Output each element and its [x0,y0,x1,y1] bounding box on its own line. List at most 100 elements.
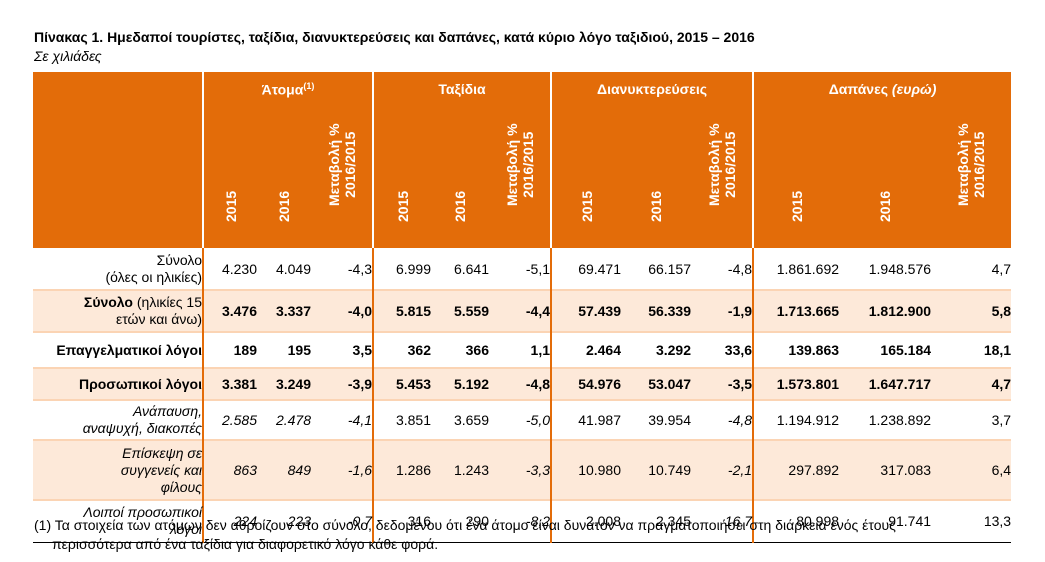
cell: 5.453 [372,367,431,400]
col-2015: 2015 [550,106,622,248]
cell: 2.008 [550,499,622,543]
cell: 1.286 [372,439,431,500]
group-trips: Ταξίδια [371,72,552,106]
footnote-line-1: (1) Τα στοιχεία των ατόμων δεν αθροίζουν… [34,517,896,533]
cell: 1.238.892 [839,399,932,440]
cell: 5.559 [431,289,489,332]
cell: -4,3 [347,260,372,277]
cell: 4,7 [991,260,1012,277]
cell: 6,4 [931,439,1012,500]
cell: 290 [431,499,489,543]
group-spend: Δαπάνες (ευρώ) [752,72,1012,106]
cell: -8,2 [489,499,552,543]
cell: 849 [257,439,311,500]
table-row: Λοιποί προσωπικοί λόγοι 224 223 -0,7 316 … [33,499,1012,543]
row-label: Σύνολο (όλες οι ηλικίες) [105,251,202,285]
cell: 1,1 [489,331,552,368]
cell: 6.999 [372,248,431,290]
cell: 3.381 [202,367,257,400]
row-label: Ανάπαυση, αναψυχή, διακοπές [33,399,203,440]
cell: 5,8 [931,289,1012,332]
cell: 195 [257,331,311,368]
cell: 139.863 [752,331,840,368]
table-subtitle: Σε χιλιάδες [34,48,102,64]
cell: 2.345 [621,499,692,543]
table-title: Πίνακας 1. Ημεδαποί τουρίστες, ταξίδια, … [34,29,755,45]
cell: 316 [372,499,431,543]
table-row: Σύνολο (ηλικίες 15 ετών και άνω) 3.476 3.… [33,289,1012,332]
cell: 362 [372,331,431,368]
cell: 54.976 [550,367,622,400]
cell: 10.980 [550,439,622,500]
col-change: Μεταβολή % 2016/2015 [325,123,358,206]
table-row: Επαγγελματικοί λόγοι 189 195 3,5 362 366… [33,331,1012,368]
group-nights: Διανυκτερεύσεις [550,72,754,106]
cell: 1.243 [431,439,489,500]
cell: -4,4 [489,289,552,332]
cell: -4,0 [311,289,373,332]
cell: 39.954 [621,399,692,440]
cell: -0,7 [311,499,373,543]
cell: 223 [257,499,311,543]
col-2016: 2016 [877,190,894,222]
cell: 1.861.692 [752,248,840,290]
cell: 2.464 [550,331,622,368]
col-2016: 2016 [648,190,665,222]
cell: 165.184 [839,331,932,368]
cell: 41.987 [550,399,622,440]
col-change: Μεταβολή % 2016/2015 [955,123,988,206]
cell: 4.049 [275,260,311,277]
footnote-marker: (1) [303,80,315,91]
cell: -3,5 [691,367,754,400]
col-2015: 2015 [752,106,840,248]
cell: 2.585 [202,399,257,440]
cell: 80.998 [752,499,840,543]
cell: 1.573.801 [752,367,840,400]
cell: 3.292 [621,331,692,368]
cell: -5,0 [489,399,552,440]
spend-unit: (ευρώ) [891,81,937,97]
cell: 1.194.912 [752,399,840,440]
footnote: (1) Τα στοιχεία των ατόμων δεν αθροίζουν… [34,516,1019,554]
group-header-row: Άτομα(1) Ταξίδια Διανυκτερεύσεις Δαπάνες… [33,72,1012,106]
row-label: Σύνολο (ηλικίες 15 ετών και άνω) [33,289,203,332]
cell: 13,3 [931,499,1012,543]
cell: -1,6 [311,439,373,500]
cell: 366 [431,331,489,368]
cell: -5,1 [525,260,551,277]
cell: 33,6 [691,331,754,368]
cell: 69.471 [550,248,622,290]
table-row: Προσωπικοί λόγοι 3.381 3.249 -3,9 5.453 … [33,367,1012,400]
header-corner [33,72,203,248]
cell: 3.476 [202,289,257,332]
cell: 6.641 [453,260,489,277]
cell: 3.851 [372,399,431,440]
table-row: Σύνολο (όλες οι ηλικίες) 4.230 4.049 -4,3… [33,248,1011,290]
cell: -4,1 [311,399,373,440]
cell: -4,8 [727,260,753,277]
cell: 91.741 [839,499,932,543]
row-label: Επίσκεψη σε συγγενείς και φίλους [33,439,203,500]
cell: 4,7 [931,367,1012,400]
cell: 3,7 [931,399,1012,440]
cell: 3.337 [257,289,311,332]
cell: 10.749 [621,439,692,500]
col-2015: 2015 [372,106,431,248]
cell: 224 [202,499,257,543]
row-label: Λοιποί προσωπικοί λόγοι [33,499,203,543]
footnote-line-2: περισσότερα από ένα ταξίδια για διαφορετ… [52,536,439,552]
cell: -3,9 [311,367,373,400]
cell: 53.047 [621,367,692,400]
cell: 4.230 [202,248,257,290]
group-persons: Άτομα(1) [202,72,373,106]
cell: 16,7 [691,499,754,543]
cell: 1.812.900 [839,289,932,332]
col-2015: 2015 [202,106,257,248]
cell: 2.478 [257,399,311,440]
cell: 3,5 [311,331,373,368]
data-table: Άτομα(1) Ταξίδια Διανυκτερεύσεις Δαπάνες… [33,72,1012,543]
cell: 3.659 [431,399,489,440]
cell: -1,9 [691,289,754,332]
cell: -4,8 [691,399,754,440]
cell: 18,1 [931,331,1012,368]
